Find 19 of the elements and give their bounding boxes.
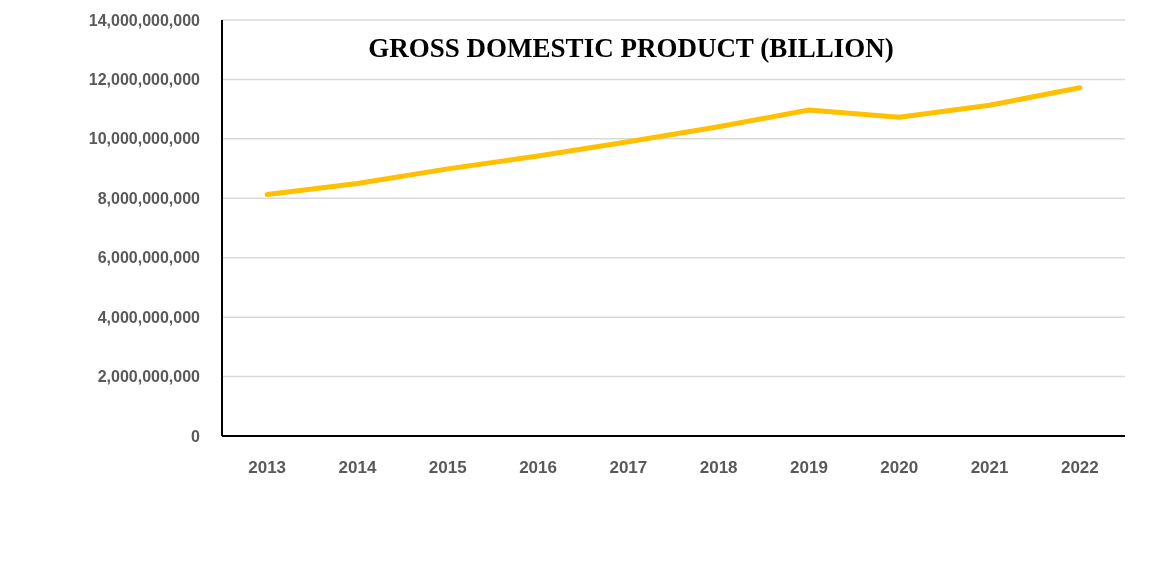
y-tick-label: 0 [191,427,201,445]
x-tick-label: 2022 [1060,458,1099,477]
y-tick-label: 14,000,000,000 [88,11,201,29]
x-tick-label: 2018 [699,458,738,477]
x-tick-label: 2015 [428,458,467,477]
y-tick-label: 12,000,000,000 [88,71,201,89]
text: GROSS DOMESTIC PRODUCT (BILLION) [368,33,894,63]
x-tick-label: 2017 [609,458,648,477]
y-tick-label: 10,000,000,000 [88,130,201,148]
x-tick-label: 2021 [970,458,1009,477]
y-tick-label: 6,000,000,000 [97,249,201,267]
x-tick-label: 2020 [880,458,919,477]
y-tick-label: 8,000,000,000 [97,189,201,207]
x-tick-label: 2014 [338,458,377,477]
x-tick-label: 2019 [790,458,828,477]
y-tick-label: 2,000,000,000 [97,368,201,386]
x-tick-label: 2016 [519,458,557,477]
x-tick-label: 2013 [248,458,287,477]
y-tick-label: 4,000,000,000 [97,308,201,326]
